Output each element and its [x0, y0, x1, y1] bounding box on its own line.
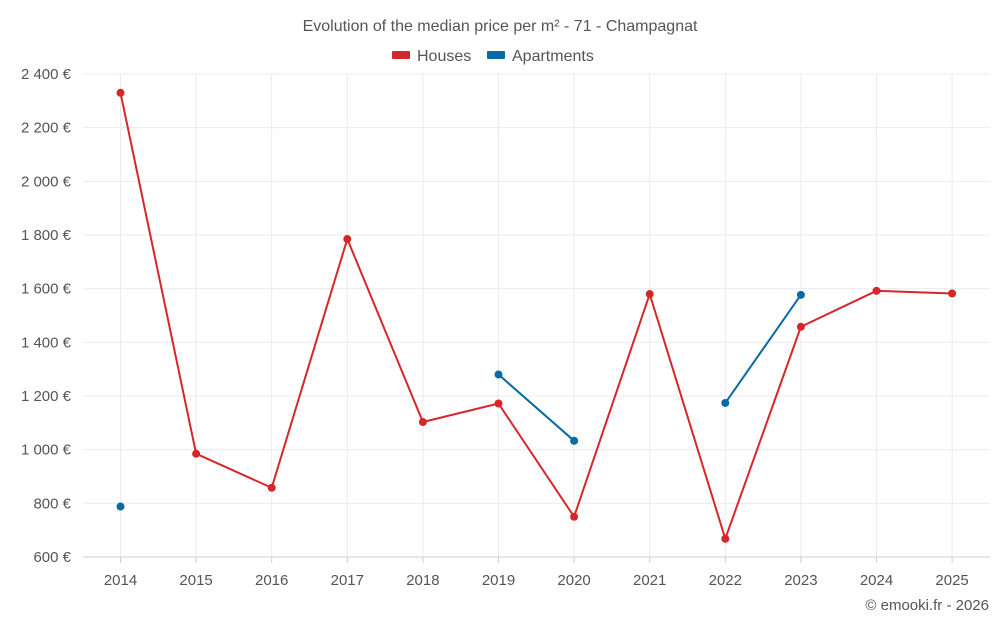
x-tick-label: 2020	[557, 572, 590, 589]
x-tick-label: 2021	[633, 572, 666, 589]
legend-label: Apartments	[512, 48, 594, 65]
series-line	[119, 92, 953, 540]
y-tick-label: 1 400 €	[21, 334, 72, 351]
series-line	[724, 294, 802, 404]
data-point[interactable]	[948, 289, 957, 298]
y-tick-label: 1 000 €	[21, 442, 72, 459]
data-point[interactable]	[267, 483, 276, 492]
credit-text: © emooki.fr - 2026	[865, 597, 989, 614]
data-point[interactable]	[796, 290, 805, 299]
series-houses	[116, 88, 957, 543]
x-tick-label: 2014	[104, 572, 137, 589]
x-tick-label: 2025	[935, 572, 968, 589]
y-tick-label: 1 600 €	[21, 281, 72, 298]
data-point[interactable]	[570, 436, 579, 445]
x-tick-label: 2015	[179, 572, 212, 589]
data-point[interactable]	[494, 370, 503, 379]
data-point[interactable]	[721, 534, 730, 543]
data-point[interactable]	[116, 502, 125, 511]
gridlines	[83, 73, 990, 557]
data-point[interactable]	[570, 512, 579, 521]
data-point[interactable]	[721, 398, 730, 407]
x-tick-label: 2016	[255, 572, 288, 589]
legend-item-apartments[interactable]: Apartments	[487, 48, 594, 65]
legend: Houses Apartments	[392, 48, 594, 65]
data-point[interactable]	[343, 235, 352, 244]
x-tick-label: 2022	[709, 572, 742, 589]
data-point[interactable]	[116, 88, 125, 97]
legend-item-houses[interactable]: Houses	[392, 48, 471, 65]
series-line	[497, 373, 575, 442]
data-point[interactable]	[645, 290, 654, 299]
x-tick-label: 2018	[406, 572, 439, 589]
y-tick-label: 2 400 €	[21, 66, 72, 83]
x-axis: 2014 2015 2016 2017 2018 2019 2020 2021 2022 2023…	[83, 556, 990, 589]
x-tick-label: 2019	[482, 572, 515, 589]
legend-swatch	[392, 51, 410, 59]
y-tick-label: 2 000 €	[21, 173, 72, 190]
y-tick-label: 1 800 €	[21, 227, 72, 244]
legend-label: Houses	[417, 48, 471, 65]
series-group	[116, 88, 957, 543]
data-point[interactable]	[192, 449, 201, 458]
y-tick-label: 800 €	[33, 495, 71, 512]
data-point[interactable]	[418, 418, 427, 427]
legend-swatch	[487, 51, 505, 59]
data-point[interactable]	[796, 322, 805, 331]
y-axis: 600 € 800 € 1 000 € 1 200 € 1 400 € 1 600 € 1 …	[21, 66, 72, 566]
chart-title: Evolution of the median price per m² - 7…	[303, 18, 698, 35]
x-tick-label: 2023	[784, 572, 817, 589]
x-tick-label: 2017	[331, 572, 364, 589]
data-point[interactable]	[872, 286, 881, 295]
y-tick-label: 1 200 €	[21, 388, 72, 405]
y-tick-label: 600 €	[33, 549, 71, 566]
x-tick-label: 2024	[860, 572, 893, 589]
data-point[interactable]	[494, 399, 503, 408]
series-apartments	[116, 290, 805, 511]
y-tick-label: 2 200 €	[21, 120, 72, 137]
